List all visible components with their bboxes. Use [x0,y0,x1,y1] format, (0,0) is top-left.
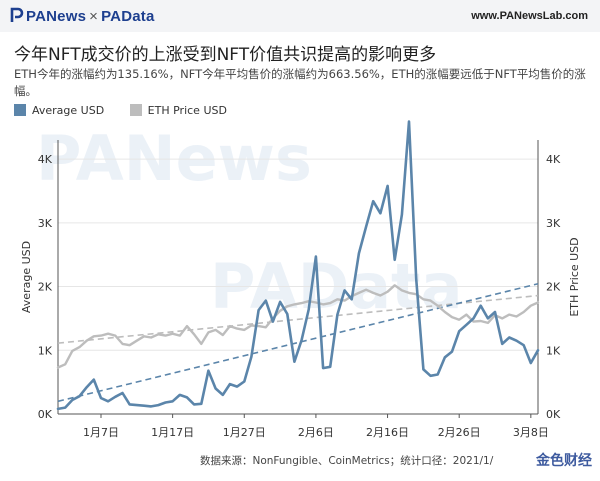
y-tick-label-right: 0K [546,408,561,421]
data-source-footer: 数据来源：NonFungible、CoinMetrics；统计口径：2021/1… [200,455,494,467]
tick-labels: 0K 0K 1K 1K 2K 2K 3K 3K 4K 4K 1月7日 1月17日 1月27日 2月6日 2月… [38,153,561,439]
site-url[interactable]: www.PANewsLab.com [471,10,588,22]
x-tick-label: 3月8日 [513,426,549,439]
watermark-panews: PANews [36,122,312,195]
legend-swatch-average [14,104,26,116]
x-tick-label: 1月7日 [83,426,119,439]
x-tick-label: 1月27日 [223,426,266,439]
x-tick-label: 2月26日 [438,426,481,439]
brand-logo: PANews × PAData [10,7,155,25]
x-tick-label: 1月17日 [151,426,194,439]
footer-watermark: 金色财经 [536,453,592,469]
y-tick-label-left: 0K [38,408,53,421]
brand-separator: × [89,8,99,25]
brand-panews: PANews [26,8,87,25]
y-tick-label-left: 2K [38,281,53,294]
gridlines [58,158,538,415]
chart-subtitle: ETH今年的涨幅约为135.16%，NFT今年平均售价的涨幅约为663.56%，… [14,67,586,98]
series-line-average [56,120,540,411]
y-tick-label-right: 2K [546,281,561,294]
top-banner: PANews × PAData www.PANewsLab.com [0,0,600,32]
legend: Average USD ETH Price USD [14,104,249,117]
pa-logo-icon [10,7,24,22]
y-tick-label-right: 1K [546,344,561,357]
trendlines [57,283,539,403]
trendline-average [57,283,539,403]
y-tick-label-right: 3K [546,217,561,230]
series-layer [56,120,540,411]
chart-title: 今年NFT成交价的上涨受到NFT价值共识提高的影响更多 [14,45,437,65]
x-tick-label: 2月16日 [366,426,409,439]
legend-label-eth: ETH Price USD [147,104,227,117]
x-tick-label: 2月6日 [298,426,334,439]
legend-label-average: Average USD [32,104,105,117]
series-line-eth [56,284,540,369]
legend-item-eth[interactable]: ETH Price USD [129,104,227,117]
y-axis-label-right: ETH Price USD [568,237,581,316]
legend-item-average[interactable]: Average USD [14,104,104,117]
y-axis-label-left: Average USD [20,241,33,313]
y-tick-label-left: 1K [38,344,53,357]
y-tick-label-left: 3K [38,217,53,230]
legend-swatch-eth [129,104,142,116]
brand-padata: PAData [101,8,155,25]
y-tick-label-right: 4K [546,153,561,166]
y-tick-label-left: 4K [38,153,53,166]
